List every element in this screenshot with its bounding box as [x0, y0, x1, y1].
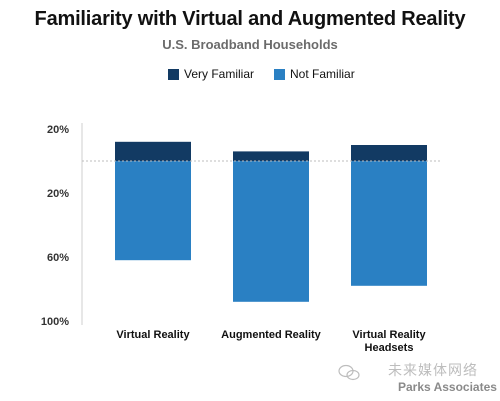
legend-item-not-familiar: Not Familiar	[274, 67, 355, 81]
x-tick-label-2-0: Virtual Reality	[352, 329, 426, 341]
bar-not-familiar-2	[351, 161, 427, 286]
bar-not-familiar-1	[233, 161, 309, 302]
legend-swatch-very-familiar	[168, 68, 179, 80]
watermark-brand: Parks Associates	[398, 380, 497, 394]
legend-swatch-not-familiar	[274, 68, 286, 80]
y-tick-label-0: 20%	[47, 124, 69, 136]
y-tick-label-3: 100%	[41, 316, 69, 328]
chart-title: Familiarity with Virtual and Augmented R…	[34, 8, 466, 30]
legend-item-very-familiar: Very Familiar	[168, 67, 254, 81]
x-tick-label-1-0: Augmented Reality	[221, 329, 322, 341]
y-tick-label-1: 20%	[47, 188, 69, 200]
x-tick-label-0-0: Virtual Reality	[116, 329, 190, 341]
wechat-icon	[338, 364, 360, 381]
x-tick-label-2-1: Headsets	[365, 342, 414, 354]
bar-very-familiar-0	[115, 141, 191, 161]
legend-label-very-familiar: Very Familiar	[184, 67, 255, 81]
chart-legend: Very Familiar Not Familiar	[168, 67, 367, 81]
bar-very-familiar-1	[233, 151, 309, 161]
bar-very-familiar-2	[351, 145, 427, 161]
chart-subtitle: U.S. Broadband Households	[162, 37, 338, 52]
legend-label-not-familiar: Not Familiar	[290, 67, 355, 81]
y-tick-label-2: 60%	[47, 252, 69, 264]
watermark-text: 未来媒体网络	[388, 362, 478, 378]
bar-not-familiar-0	[115, 161, 191, 261]
